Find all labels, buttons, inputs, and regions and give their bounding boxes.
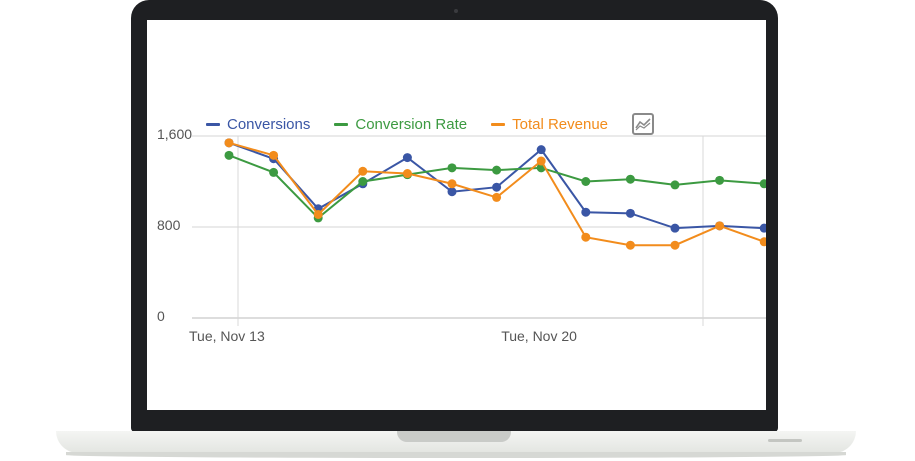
data-point bbox=[581, 177, 591, 186]
data-point bbox=[224, 150, 234, 160]
laptop-base bbox=[56, 431, 856, 453]
data-point bbox=[759, 179, 766, 189]
data-point bbox=[670, 240, 680, 250]
laptop-port bbox=[768, 439, 802, 442]
y-tick-label: 800 bbox=[157, 217, 181, 233]
data-point bbox=[269, 150, 279, 160]
data-point bbox=[670, 180, 680, 190]
data-point bbox=[625, 208, 635, 218]
data-point bbox=[402, 153, 412, 163]
data-point bbox=[715, 221, 725, 231]
data-point bbox=[625, 174, 635, 184]
data-point bbox=[224, 138, 234, 148]
y-tick-label: 0 bbox=[157, 308, 165, 324]
data-point bbox=[670, 223, 680, 233]
legend-label: Conversions bbox=[227, 115, 311, 133]
laptop-notch bbox=[397, 431, 511, 442]
line-chart-icon[interactable] bbox=[632, 113, 655, 135]
data-point bbox=[581, 232, 591, 242]
legend-label: Conversion Rate bbox=[355, 115, 468, 133]
legend-label: Total Revenue bbox=[512, 115, 609, 133]
data-point bbox=[715, 175, 725, 185]
legend-swatch bbox=[334, 122, 349, 126]
legend-swatch bbox=[491, 122, 506, 126]
data-point bbox=[759, 223, 766, 233]
y-tick-label: 1,600 bbox=[157, 126, 193, 142]
x-tick-label: Tue, Nov 13 bbox=[189, 328, 265, 344]
legend-item[interactable]: Conversion Rate bbox=[334, 116, 467, 133]
data-point bbox=[402, 169, 412, 179]
data-point bbox=[536, 156, 546, 166]
legend-swatch bbox=[206, 122, 220, 126]
data-point bbox=[536, 145, 546, 155]
legend-item[interactable]: Conversions bbox=[206, 116, 310, 133]
data-point bbox=[581, 207, 591, 217]
data-point bbox=[313, 209, 323, 219]
data-point bbox=[358, 177, 368, 186]
data-point bbox=[492, 165, 502, 175]
data-point bbox=[759, 237, 766, 247]
screen: Conversions Conversion Rate Total Revenue … bbox=[147, 20, 766, 410]
legend-item[interactable]: Total Revenue bbox=[491, 116, 608, 133]
data-point bbox=[447, 187, 457, 197]
data-point bbox=[447, 179, 457, 189]
data-point bbox=[492, 182, 502, 192]
laptop-base-shadow bbox=[66, 452, 846, 458]
data-point bbox=[492, 192, 502, 202]
x-tick-label: Tue, Nov 20 bbox=[501, 328, 577, 344]
data-point bbox=[447, 163, 457, 173]
data-point bbox=[625, 240, 635, 250]
data-point bbox=[269, 167, 279, 177]
camera-dot bbox=[454, 9, 458, 13]
chart-legend: Conversions Conversion Rate Total Revenue bbox=[206, 113, 655, 135]
line-chart bbox=[192, 135, 766, 326]
data-point bbox=[358, 166, 368, 176]
